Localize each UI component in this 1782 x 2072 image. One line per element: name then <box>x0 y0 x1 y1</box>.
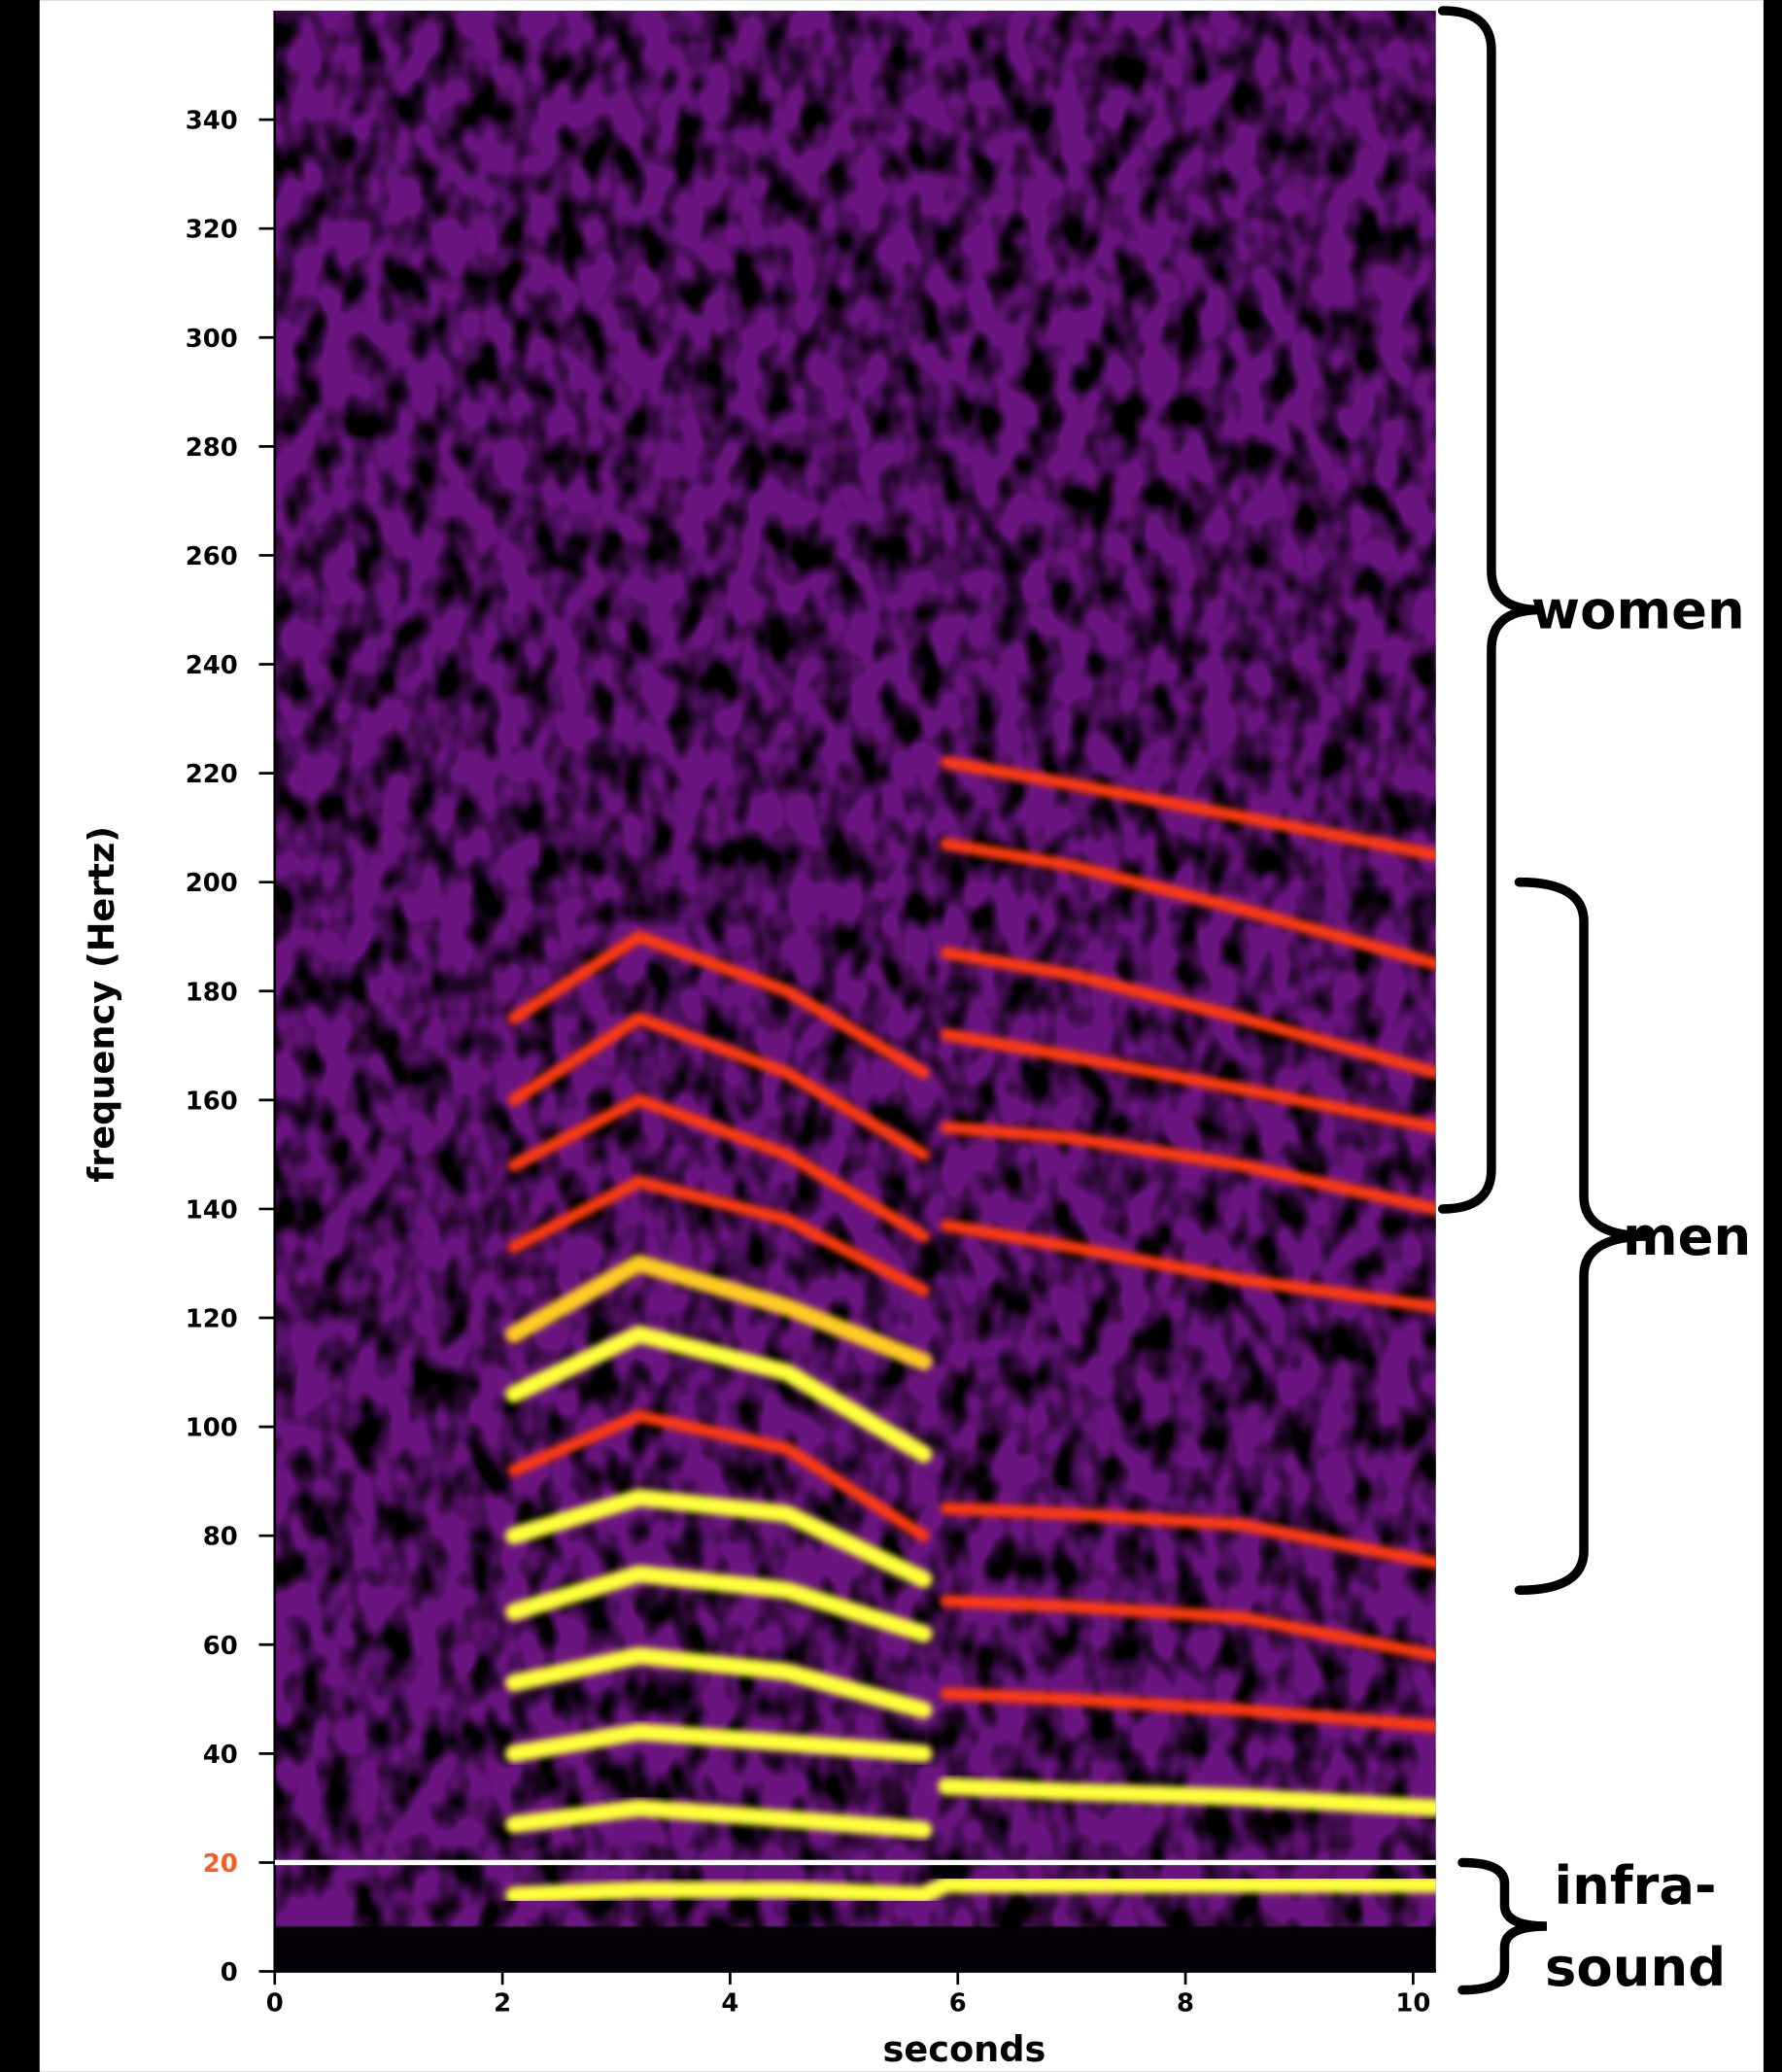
harmonic-track <box>938 1778 1436 1817</box>
y-tick-label: 220 <box>186 760 238 789</box>
harmonic-track <box>505 1565 933 1642</box>
harmonic-track <box>940 1121 1436 1216</box>
x-tick-label: 6 <box>949 1988 967 2018</box>
range-label: men <box>1623 1206 1751 1267</box>
harmonic-track <box>940 1595 1436 1662</box>
y-tick-label: 280 <box>186 433 238 463</box>
x-tick-label: 8 <box>1177 1988 1194 2018</box>
harmonic-track <box>940 1687 1436 1733</box>
x-tick-label: 0 <box>266 1988 284 2018</box>
harmonic-track <box>505 1799 933 1839</box>
y-tick-label: 80 <box>203 1523 238 1552</box>
x-tick-label: 10 <box>1395 1988 1430 2018</box>
range-label: women <box>1531 580 1745 641</box>
harmonic-track <box>940 756 1436 861</box>
range-brace <box>1437 6 1541 1214</box>
harmonic-track <box>507 1093 930 1243</box>
harmonic-track <box>940 947 1436 1079</box>
noise-floor <box>274 1926 1436 1972</box>
harmonic-track <box>940 1028 1436 1134</box>
y-tick-label: 260 <box>186 542 238 571</box>
harmonic-track <box>505 1255 933 1370</box>
harmonic-track <box>505 1326 933 1463</box>
harmonic-track <box>507 1012 930 1161</box>
y-tick-label: 180 <box>186 978 238 1007</box>
y-tick-label: 340 <box>186 107 238 136</box>
y-tick-label: 100 <box>186 1414 238 1443</box>
y-tick-label: 20 <box>203 1849 238 1879</box>
y-tick-label: 320 <box>186 216 238 245</box>
harmonic-track <box>505 1489 933 1588</box>
range-label: infra- <box>1555 1855 1717 1917</box>
x-tick-label: 2 <box>494 1988 511 2018</box>
y-tick-label: 300 <box>186 325 238 354</box>
harmonic-track <box>507 930 930 1079</box>
y-axis-label: frequency (Hertz) <box>81 826 122 1183</box>
x-tick-label: 4 <box>721 1988 738 2018</box>
range-brace <box>1457 1857 1548 1995</box>
y-tick-label: 40 <box>203 1741 238 1770</box>
harmonic-track <box>505 1875 1436 1904</box>
harmonic-track <box>507 1409 930 1542</box>
harmonic-track <box>505 1723 933 1763</box>
harmonic-track <box>505 1646 933 1719</box>
spectrogram-noise <box>274 11 1436 1972</box>
x-axis-label: seconds <box>883 2028 1046 2070</box>
y-tick-label: 140 <box>186 1195 238 1225</box>
y-tick-label: 160 <box>186 1087 238 1116</box>
y-tick-label: 0 <box>221 1958 238 1987</box>
range-brace <box>1514 877 1649 1595</box>
y-tick-label: 240 <box>186 651 238 680</box>
y-tick-label: 120 <box>186 1305 238 1334</box>
harmonics <box>505 756 1436 1904</box>
range-label: sound <box>1545 1937 1726 1998</box>
harmonic-track <box>507 1175 930 1297</box>
y-tick-label: 60 <box>203 1632 238 1661</box>
harmonic-track <box>940 838 1436 970</box>
spectrogram <box>274 11 1436 1972</box>
harmonic-track <box>940 1219 1436 1313</box>
harmonic-track <box>940 1502 1436 1570</box>
y-tick-label: 200 <box>186 869 238 898</box>
